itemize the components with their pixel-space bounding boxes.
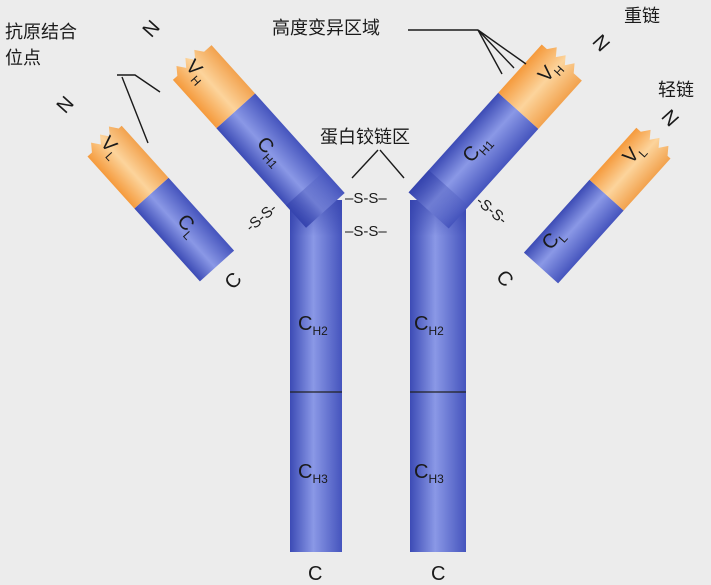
antigen-site-label-line2: 位点 (5, 48, 41, 69)
light-chain-label: 轻链 (658, 80, 694, 101)
hypervariable-label: 高度变异区域 (272, 18, 380, 39)
disulfide-left-arm: -S-S- (243, 200, 281, 236)
left-heavy-stem (290, 200, 342, 552)
c-terminus-right-light: C (491, 266, 517, 291)
c-terminus-left-light: C (221, 268, 247, 293)
c-terminus-right-heavy: C (431, 563, 445, 585)
c-terminus-left-heavy: C (308, 563, 322, 585)
right-heavy-stem (410, 200, 466, 552)
disulfide-right-arm: -S-S- (473, 193, 511, 229)
n-terminus-right-light: N (657, 106, 683, 131)
disulfide-hinge-bottom: –S-S– (345, 223, 387, 240)
disulfide-hinge-top: –S-S– (345, 190, 387, 207)
right-light-chain (524, 122, 676, 284)
antigen-site-label-line1: 抗原结合 (5, 22, 77, 43)
heavy-chain-label: 重链 (624, 6, 660, 27)
n-terminus-left-heavy: N (139, 16, 165, 41)
n-terminus-right-heavy: N (588, 31, 614, 56)
n-terminus-left-light: N (53, 92, 79, 117)
hinge-label: 蛋白铰链区 (320, 127, 410, 148)
